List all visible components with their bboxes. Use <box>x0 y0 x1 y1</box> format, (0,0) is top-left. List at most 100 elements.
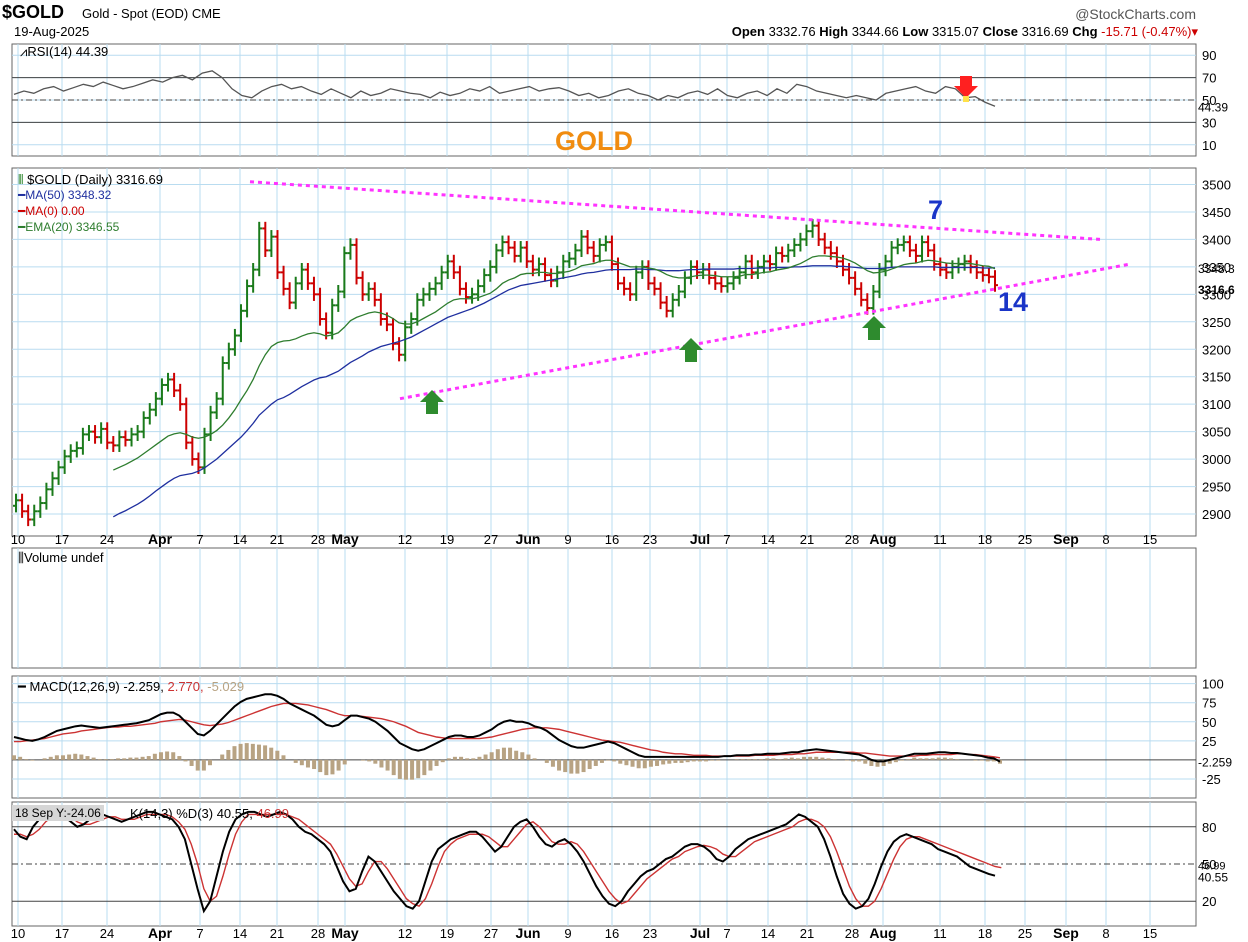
macd-histogram-bar <box>746 759 751 760</box>
macd-histogram-bar <box>238 743 243 760</box>
chg-value: -15.71 (-0.47%) <box>1101 24 1192 39</box>
macd-histogram-bar <box>869 759 874 766</box>
macd-histogram-bar <box>808 756 813 760</box>
x-tick-label: 24 <box>100 532 114 547</box>
macd-histogram-bar <box>207 759 212 766</box>
macd-histogram-bar <box>189 759 194 766</box>
volume-label-text: Volume undef <box>23 550 104 565</box>
macd-histogram-bar <box>48 756 53 760</box>
macd-histogram-bar <box>391 759 396 776</box>
macd-histogram-bar <box>887 759 892 764</box>
macd-y-tick: 75 <box>1202 696 1216 711</box>
price-y-tick: 2950 <box>1202 480 1231 495</box>
macd-histogram-bar <box>704 759 709 762</box>
macd-histogram-bar <box>263 745 268 760</box>
macd-histogram-bar <box>979 759 984 761</box>
macd-histogram-bar <box>753 759 758 760</box>
x-tick-label: 10 <box>11 532 25 547</box>
x-tick-label: May <box>331 531 358 547</box>
ma50-line <box>112 265 996 518</box>
x-tick-label: 14 <box>233 926 247 941</box>
macd-histogram-bar <box>91 757 96 760</box>
sto-last-k-label: 40.55 <box>1198 871 1228 885</box>
macd-histogram-bar <box>79 754 84 760</box>
resistance-trendline <box>249 180 1101 241</box>
macd-histogram-bar <box>581 759 586 773</box>
macd-line <box>13 693 1001 763</box>
x-tick-label: 19 <box>440 532 454 547</box>
macd-histogram-bar <box>489 752 494 760</box>
macd-y-tick: 100 <box>1202 677 1224 692</box>
macd-histogram-bar <box>30 759 35 761</box>
macd-histogram-bar <box>618 759 623 764</box>
macd-histogram-bar <box>765 758 770 760</box>
x-tick-label: 10 <box>11 926 25 941</box>
x-tick-label: 24 <box>100 926 114 941</box>
macd-histogram-bar <box>324 759 329 776</box>
macd-histogram-bar <box>802 756 807 760</box>
macd-histogram-bar <box>912 757 917 760</box>
price-y-tick: 3000 <box>1202 452 1231 467</box>
macd-histogram-bar <box>936 757 941 760</box>
macd-histogram-bar <box>165 751 170 760</box>
macd-histogram-bar <box>508 747 513 760</box>
price-y-tick: 3450 <box>1202 205 1231 220</box>
x-tick-label: Aug <box>869 925 896 941</box>
macd-histogram-bar <box>465 758 470 760</box>
support-trendline <box>399 262 1131 401</box>
x-tick-label: 27 <box>484 926 498 941</box>
macd-histogram-bar <box>544 759 549 763</box>
macd-histogram-bar <box>673 759 678 763</box>
x-tick-label: Jun <box>516 925 541 941</box>
macd-y-tick: -25 <box>1202 772 1221 787</box>
x-tick-label: 28 <box>845 926 859 941</box>
sto-last-d-label: 46.99 <box>1198 861 1226 873</box>
ma50-legend-text: MA(50) 3348.32 <box>25 188 112 202</box>
x-tick-label: 9 <box>564 532 571 547</box>
macd-histogram-bar <box>832 759 837 760</box>
macd-histogram-bar <box>367 759 372 762</box>
x-tick-label: 21 <box>800 926 814 941</box>
brand-logo[interactable]: @StockCharts.com <box>1075 6 1196 22</box>
macd-histogram-bar <box>900 759 905 761</box>
macd-hist-text: -5.029 <box>207 679 245 694</box>
macd-histogram-bar <box>716 759 721 761</box>
price-last-close-label: 3316.6 <box>1198 283 1235 297</box>
rsi-label-text: RSI(14) 44.39 <box>27 44 109 59</box>
rsi-line <box>13 70 996 107</box>
description-text: Gold - Spot (EOD) <box>82 6 189 21</box>
x-tick-label: 8 <box>1102 926 1109 941</box>
macd-histogram-bar <box>906 759 911 760</box>
macd-histogram-bar <box>299 759 304 766</box>
sto-d-line <box>14 813 1002 907</box>
ma50-legend: ━MA(50) 3348.32 <box>18 188 112 202</box>
macd-histogram-bar <box>606 759 611 761</box>
up-arrow-icon <box>862 316 886 340</box>
macd-histogram-bar <box>820 757 825 760</box>
x-tick-label: 14 <box>761 926 775 941</box>
price-label-text: $GOLD (Daily) 3316.69 <box>27 172 163 187</box>
macd-histogram-bar <box>42 758 47 760</box>
ema20-legend-text: EMA(20) 3346.55 <box>25 220 120 234</box>
volume-panel-label: ⫼Volume undef <box>18 550 104 566</box>
macd-histogram-bar <box>459 756 464 760</box>
rsi-y-tick: 90 <box>1202 48 1216 63</box>
macd-histogram-bar <box>116 758 121 760</box>
wave-14-annotation: 14 <box>998 287 1029 317</box>
macd-histogram-bar <box>575 759 580 774</box>
macd-histogram-bar <box>991 759 996 762</box>
macd-histogram-bar <box>771 758 776 760</box>
macd-histogram-bar <box>844 759 849 761</box>
x-tick-label: 21 <box>800 532 814 547</box>
symbol-title: $GOLD <box>2 2 65 22</box>
macd-histogram-bar <box>361 759 366 761</box>
macd-histogram-bar <box>293 759 298 763</box>
macd-histogram-bar <box>171 752 176 760</box>
x-tick-label: 16 <box>605 532 619 547</box>
macd-histogram-bar <box>826 758 831 760</box>
macd-histogram-bar <box>483 754 488 760</box>
sto-y-tick: 80 <box>1202 820 1216 835</box>
wave-7-annotation: 7 <box>928 195 944 225</box>
macd-histogram-bar <box>949 758 954 760</box>
macd-histogram-bar <box>428 759 433 771</box>
